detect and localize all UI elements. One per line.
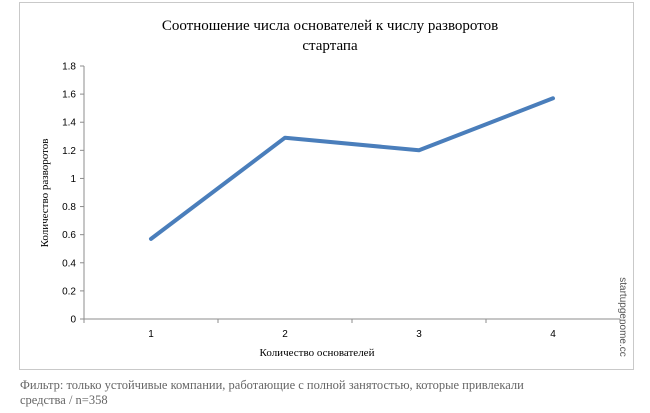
x-tick-label: 2 xyxy=(282,329,288,340)
caption-line-2: средства / n=358 xyxy=(20,393,108,407)
chart-title-line-1: Соотношение числа основателей к числу ра… xyxy=(162,18,498,34)
y-axis-label: Количество разворотов xyxy=(39,139,51,248)
data-point xyxy=(149,237,153,241)
line-chart: Соотношение числа основателей к числу ра… xyxy=(39,18,628,359)
chart-frame: Соотношение числа основателей к числу ра… xyxy=(19,2,634,370)
y-tick-label: 0 xyxy=(70,315,76,326)
y-tick-label: 0.8 xyxy=(62,202,76,213)
y-tick-label: 0.6 xyxy=(62,230,76,241)
data-point xyxy=(551,96,555,100)
chart-title-line-2: стартапа xyxy=(302,38,358,54)
data-point xyxy=(283,136,287,140)
x-tick-label: 3 xyxy=(416,329,422,340)
x-tick-label: 4 xyxy=(550,329,556,340)
chart-caption: Фильтр: только устойчивые компании, рабо… xyxy=(20,378,640,408)
y-tick-label: 1.6 xyxy=(62,90,76,101)
x-axis-label: Количество основателей xyxy=(260,347,375,359)
series xyxy=(149,96,555,241)
y-tick-label: 1 xyxy=(70,174,76,185)
x-axis: 1 2 3 4 xyxy=(83,318,621,340)
series-line xyxy=(149,96,555,241)
watermark-text: startupgenome.cc xyxy=(617,277,628,357)
y-tick-label: 1.8 xyxy=(62,62,76,73)
y-tick-label: 1.2 xyxy=(62,146,76,157)
y-tick-label: 0.4 xyxy=(62,258,76,269)
caption-line-1: Фильтр: только устойчивые компании, рабо… xyxy=(20,378,524,392)
data-point xyxy=(417,148,421,152)
y-tick-label: 0.2 xyxy=(62,286,76,297)
x-tick-label: 1 xyxy=(148,329,154,340)
y-axis: 0 0.2 0.4 0.6 0.8 1 1.2 1.4 1.6 1.8 xyxy=(62,62,85,326)
y-tick-label: 1.4 xyxy=(62,118,76,129)
